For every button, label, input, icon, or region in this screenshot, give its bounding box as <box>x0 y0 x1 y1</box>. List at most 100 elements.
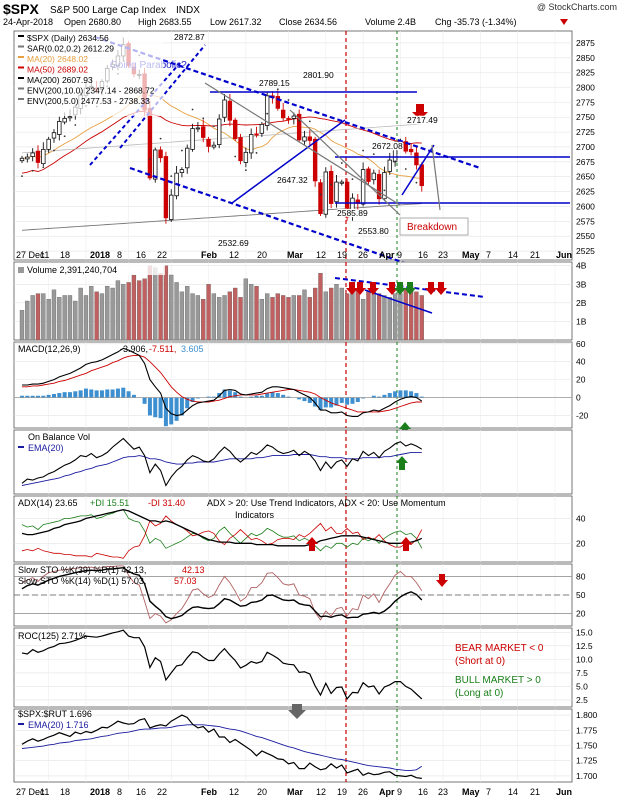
ma20-line <box>21 93 422 179</box>
roc-y-tick-label: 5.0 <box>576 681 588 691</box>
chart-header: $SPX S&P 500 Large Cap Index INDX @ Stoc… <box>3 1 617 27</box>
macd-histogram-bar <box>275 393 280 398</box>
volume-y-tick-label: 3B <box>576 279 587 289</box>
up-arrow-icon <box>306 537 318 551</box>
price-candle <box>280 109 286 119</box>
volume-bar <box>206 284 211 341</box>
x-tick-label: 2018 <box>90 250 110 260</box>
sar-dot <box>202 117 205 120</box>
volume-bar <box>265 293 270 341</box>
price-legend-entry: $SPX (Daily) 2634.56 <box>27 33 109 43</box>
price-candle <box>318 182 323 215</box>
macd-histogram-bar <box>414 393 419 398</box>
x-tick-label-bottom: 23 <box>438 787 448 797</box>
volume-bar <box>99 293 105 341</box>
macd-histogram-bar <box>51 393 56 398</box>
obv-legend-label: On Balance Vol <box>28 432 90 442</box>
macd-histogram-bar <box>206 396 211 398</box>
volume-bar <box>179 291 185 341</box>
price-y-tick-label: 2725 <box>576 127 595 137</box>
macd-histogram-bar <box>393 391 398 398</box>
x-tick-label-bottom: 27 Dec <box>16 787 45 797</box>
price-annotation-label: 2532.69 <box>218 238 249 248</box>
macd-histogram-bar <box>238 396 243 398</box>
macd-histogram-bar <box>20 395 24 398</box>
sto14-title: Slow STO %K(14) %D(1) 57.03, <box>18 576 146 586</box>
x-tick-label: 11 <box>40 250 49 260</box>
price-y-tick-label: 2675 <box>576 157 595 167</box>
price-legend-entry: ENV(200,5.0) 2477.53 - 2738.33 <box>27 96 150 106</box>
x-tick-label-bottom: 22 <box>157 787 167 797</box>
macd-histogram-bar <box>419 396 424 398</box>
price-candle <box>259 123 265 134</box>
price-legend-entry: MA(50) 2689.02 <box>27 65 88 75</box>
macd-histogram-bar <box>147 397 152 416</box>
macd-histogram-bar <box>89 389 94 398</box>
legend-swatch <box>18 56 24 58</box>
macd-histogram-bar <box>195 397 200 399</box>
price-candle <box>243 151 249 163</box>
macd-histogram-bar <box>313 397 318 407</box>
sar-dot <box>340 162 343 164</box>
volume-bar <box>302 289 307 341</box>
sar-dot <box>234 155 237 158</box>
macd-histogram-bar <box>121 387 126 398</box>
price-y-tick-label: 2575 <box>576 216 595 226</box>
macd-signal-value: -7.511, <box>149 344 176 354</box>
volume-bar <box>126 282 131 341</box>
volume-bar <box>115 280 121 341</box>
volume-bar <box>291 295 296 341</box>
sar-dot <box>244 169 247 172</box>
price-y-tick-label: 2825 <box>576 68 595 78</box>
macd-y-tick-label: -20 <box>576 410 589 420</box>
price-candle <box>30 152 35 157</box>
price-annotation-label: 2872.87 <box>174 32 205 42</box>
volume-bar <box>281 295 286 341</box>
sar-dot <box>74 124 77 126</box>
volume-bar <box>398 293 403 341</box>
volume-bar <box>360 298 366 341</box>
plus-di-label: +DI 15.51 <box>90 498 129 508</box>
price-annotation-label: 2789.15 <box>259 78 290 88</box>
ratio-ema-swatch <box>18 723 24 725</box>
obv-ema-swatch <box>18 446 24 448</box>
sar-dot <box>170 175 173 178</box>
price-candle <box>57 121 62 135</box>
price-candle <box>264 95 270 126</box>
down-triangle-icon <box>560 19 568 25</box>
x-tick-label: Feb <box>201 250 218 260</box>
sto14-d-value: 57.03 <box>174 576 197 586</box>
price-candle <box>286 118 291 120</box>
legend-swatch <box>18 35 24 37</box>
sar-dot <box>404 168 407 170</box>
sar-dot <box>319 193 322 196</box>
ratio-y-tick-label: 1.750 <box>576 741 598 751</box>
x-tick-label-bottom: 20 <box>257 787 267 797</box>
volume-legend-swatch <box>18 267 24 273</box>
volume-bar <box>169 274 174 341</box>
x-tick-label: 18 <box>60 250 70 260</box>
sar-dot <box>53 149 55 152</box>
breakdown-label: Breakdown <box>407 222 457 233</box>
obv-frame <box>13 429 573 495</box>
up-arrow-icon <box>396 456 408 470</box>
volume-bar <box>318 272 323 341</box>
price-legend-entry: SAR(0.02,0.2) 2612.29 <box>27 44 114 54</box>
adx-note: ADX > 20: Use Trend Indicators, ADX < 20… <box>207 498 446 508</box>
volume-legend-bg <box>15 264 165 275</box>
macd-histogram-bar <box>105 389 110 398</box>
price-candle <box>344 181 350 218</box>
x-tick-label: 8 <box>117 250 122 260</box>
price-candle <box>339 181 344 184</box>
volume-bar <box>297 295 302 341</box>
volume-bar <box>46 298 51 341</box>
roc-line <box>21 629 423 701</box>
volume-bar <box>35 293 41 341</box>
volume-bar <box>94 291 99 341</box>
price-candle <box>291 115 297 119</box>
bear-market-label: BEAR MARKET < 0 <box>455 643 544 654</box>
macd-value: -3.906, <box>120 344 148 354</box>
volume-bar <box>67 295 73 341</box>
price-candle <box>248 134 254 154</box>
